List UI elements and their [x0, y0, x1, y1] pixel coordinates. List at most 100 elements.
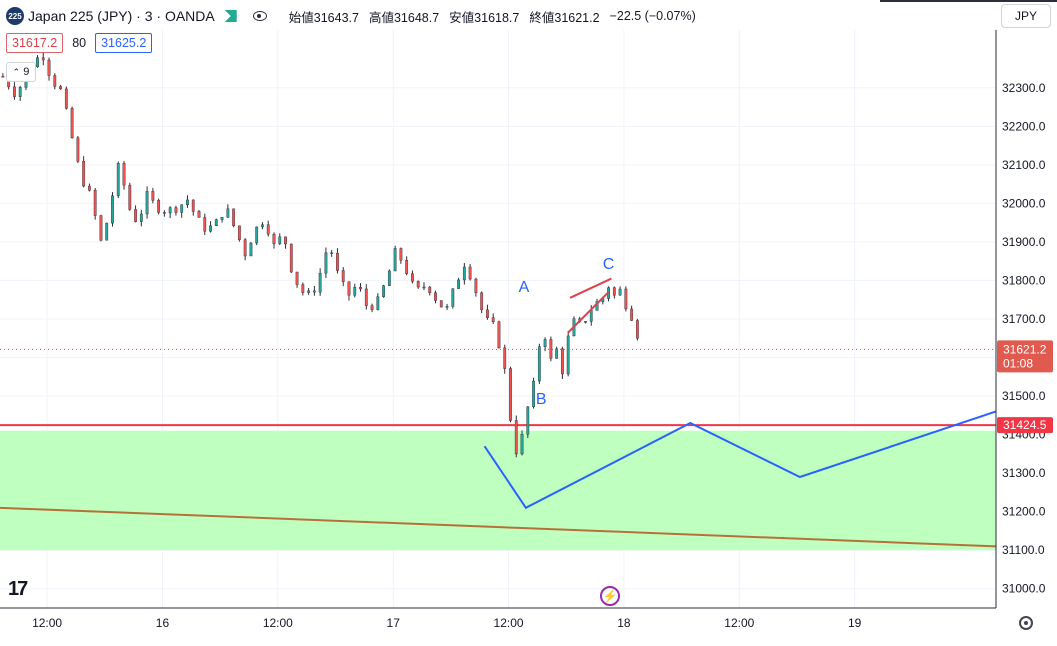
candle-body [237, 225, 241, 240]
currency-selector[interactable]: JPY [1001, 4, 1051, 28]
candle-body [255, 226, 259, 244]
chevron-up-icon: ⌃ [12, 66, 21, 77]
candle-body [59, 86, 62, 90]
time-tick-label: 18 [617, 616, 631, 630]
ohlc-low: 安値31618.7 [449, 10, 520, 25]
symbol-badge[interactable]: 225 [6, 7, 24, 25]
candle-body [312, 290, 316, 293]
candle-body [486, 309, 489, 318]
candle-body [549, 339, 553, 359]
support-zone [0, 430, 996, 551]
trendline [0, 506, 997, 548]
candle-body [520, 434, 524, 455]
candle-body [630, 308, 634, 321]
wedge-line [567, 291, 610, 334]
candle-body [93, 190, 97, 216]
candle-body [151, 191, 155, 201]
wave-label-B: B [536, 391, 547, 408]
symbol-title[interactable]: Japan 225 (JPY) · 3 · OANDA [28, 8, 215, 24]
candle-body [278, 236, 282, 244]
candle-body [393, 248, 397, 272]
candle-body [347, 281, 351, 296]
candle-body [105, 222, 109, 241]
candle-body [382, 285, 385, 297]
candle-body [428, 286, 432, 293]
candle-body [497, 321, 501, 349]
favorite-flag-icon[interactable] [224, 10, 237, 22]
candle-body [612, 287, 616, 296]
candle-body [134, 209, 137, 222]
last-price-tag-label: 31621.2 [1003, 342, 1047, 356]
candle-body [416, 281, 420, 288]
candle-body [295, 271, 299, 285]
ohlc-high: 高値31648.7 [368, 10, 440, 25]
time-tick-label: 16 [156, 616, 170, 630]
candle-body [36, 57, 39, 68]
candle-body [364, 288, 368, 306]
price-tags: 31621.201:08 31424.5 [997, 340, 1053, 434]
candle-body [243, 239, 247, 257]
candle-body [203, 217, 207, 232]
candle-body [462, 266, 466, 281]
wedge-line [569, 277, 612, 299]
price-tick-label: 31300.0 [1002, 466, 1046, 480]
projection-path [483, 410, 997, 510]
price-change: −22.5 (−0.07%) [609, 9, 696, 23]
candle-body [509, 368, 512, 421]
candle-body [168, 207, 172, 214]
candle-body [474, 278, 478, 293]
candle-body [555, 348, 559, 359]
candle-body [439, 300, 443, 308]
candle-body [139, 213, 143, 222]
candle-body [301, 284, 305, 293]
buy-button[interactable]: 31625.2 [95, 33, 153, 53]
candle-body [307, 290, 311, 293]
candle-body [47, 59, 51, 76]
candle-body [480, 292, 484, 311]
candlestick-series [1, 52, 639, 458]
time-tick-label: 19 [848, 616, 862, 630]
candle-body [445, 306, 449, 308]
indicator-collapse-button[interactable]: ⌃ 9 [6, 62, 36, 82]
candle-body [353, 287, 357, 296]
candle-body [197, 211, 201, 218]
ohlc-close: 終値31621.2 [529, 10, 600, 25]
candle-body [370, 305, 374, 310]
candle-body [214, 219, 218, 227]
trendline-segment [0, 506, 997, 548]
chart-header: 225 Japan 225 (JPY) · 3 · OANDA 始値31643.… [6, 6, 696, 26]
candle-body [232, 208, 236, 227]
time-tick-label: 12:00 [263, 616, 293, 630]
flash-icon[interactable]: ⚡ [600, 586, 620, 606]
candle-body [99, 215, 103, 241]
price-tick-label: 31900.0 [1002, 235, 1046, 249]
candle-body [70, 108, 74, 139]
candle-body [180, 204, 184, 213]
candle-body [122, 163, 126, 186]
candle-body [491, 317, 495, 323]
ohlc-open: 始値31643.7 [288, 10, 359, 25]
price-tick-label: 31500.0 [1002, 389, 1046, 403]
price-tick-label: 32100.0 [1002, 158, 1046, 172]
resistance-tag [997, 417, 1053, 434]
candle-body [162, 212, 166, 214]
candle-body [18, 87, 22, 97]
eye-icon[interactable] [252, 11, 267, 21]
window-edge [880, 0, 1057, 2]
candle-body [330, 252, 334, 254]
candle-body [451, 288, 455, 307]
time-tick-label: 12:00 [32, 616, 62, 630]
candle-body [272, 233, 276, 244]
candle-body [387, 270, 391, 286]
sell-button[interactable]: 31617.2 [6, 33, 64, 53]
settings-gear-icon[interactable] [1019, 616, 1033, 630]
price-tick-label: 31000.0 [1002, 582, 1046, 596]
wave-label-C: C [603, 256, 615, 273]
candle-body [561, 348, 564, 375]
tradingview-logo-icon[interactable]: 17 [8, 578, 28, 600]
candle-body [566, 335, 570, 375]
price-tick-label: 32200.0 [1002, 119, 1046, 133]
candle-body [220, 217, 224, 220]
wave-labels: A B C [519, 256, 615, 408]
